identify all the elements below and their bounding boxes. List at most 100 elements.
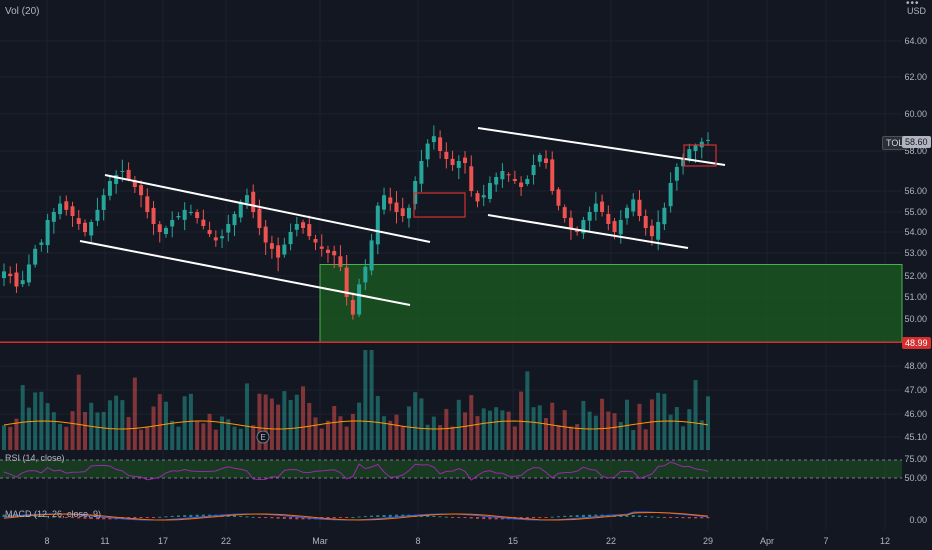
time-tick-label: 11 [100, 536, 109, 546]
volume-bar [170, 420, 175, 450]
volume-bar [58, 423, 63, 450]
currency-label: USD [907, 6, 927, 16]
candle-body [58, 203, 63, 215]
price-tick-label: 45.10 [904, 432, 927, 442]
time-tick-label: 7 [823, 536, 828, 546]
volume-bar [400, 426, 405, 450]
macd-bar [39, 515, 43, 517]
candle-body [444, 151, 449, 159]
signal-line [3, 512, 709, 521]
volume-bar [649, 399, 654, 450]
candle-body [438, 137, 443, 151]
price-tick-label: 58.00 [904, 146, 927, 156]
volume-bar [101, 411, 106, 450]
macd-bar [357, 516, 361, 518]
time-tick-label: 15 [508, 536, 518, 546]
macd-bar [482, 517, 486, 520]
macd-bar [351, 516, 355, 518]
macd-bar [469, 517, 473, 519]
candle-body [82, 222, 87, 232]
rsi-indicator-label[interactable]: RSI (14, close) [5, 453, 65, 463]
candle-body [64, 201, 69, 210]
candle-body [207, 229, 212, 235]
breakout-boxes [413, 144, 717, 218]
macd-bar [575, 515, 579, 517]
price-tick-label: 60.00 [904, 109, 927, 119]
volume-bar [456, 399, 461, 450]
candle-body [269, 243, 274, 249]
volume-bar [294, 394, 299, 450]
candle-body [126, 169, 131, 179]
candle-body [26, 264, 31, 283]
volume-bar [107, 400, 112, 450]
volume-bar [525, 371, 530, 450]
volume-bar [257, 393, 262, 450]
macd-bar [282, 517, 286, 519]
volume-bar [338, 416, 343, 450]
volume-bar [575, 424, 580, 450]
candle-body [120, 171, 125, 172]
trendline [477, 127, 726, 166]
macd-bar [289, 517, 293, 520]
volume-bar [82, 411, 87, 450]
macd-bar [637, 515, 641, 517]
candle-body [232, 214, 237, 226]
macd-bar [650, 516, 654, 518]
volume-ma-line [3, 420, 709, 430]
volume-bar [494, 407, 499, 450]
volume-bar [2, 425, 6, 450]
macd-bar [251, 516, 255, 518]
volume-bar [238, 428, 243, 450]
candle-body [263, 226, 268, 243]
candle-body [587, 212, 592, 221]
price-tick-label: 55.00 [904, 207, 927, 217]
candle-body [519, 182, 524, 187]
time-tick-label: 8 [415, 536, 420, 546]
last-price-tag: 58.60 [902, 136, 931, 148]
earnings-marker-circle [256, 430, 270, 444]
volume-indicator-label[interactable]: Vol (20) [5, 6, 40, 17]
macd-bar [581, 514, 585, 517]
volume-bar [182, 396, 187, 450]
trendline [487, 214, 689, 249]
macd-bar [332, 517, 336, 519]
macd-bar [239, 515, 243, 517]
candle-body [33, 248, 38, 265]
volume-bar [625, 399, 630, 450]
candle-body [95, 209, 100, 221]
macd-indicator-label[interactable]: MACD (12, 26, close, 9) [5, 509, 102, 519]
candle-body [400, 208, 405, 216]
candle-body [562, 207, 567, 218]
macd-bar [133, 517, 137, 519]
candle-body [581, 220, 586, 234]
candle-body [450, 158, 455, 165]
candle-body [637, 199, 642, 216]
candle-body [213, 237, 218, 241]
macd-bar [58, 517, 62, 518]
more-menu-icon[interactable]: ••• [906, 0, 920, 9]
candle-body [388, 197, 393, 204]
candle-body [687, 149, 692, 160]
macd-bar [33, 515, 37, 517]
trendline [79, 240, 411, 306]
candle-body [662, 207, 667, 225]
macd-bar [687, 517, 691, 519]
macd-bar [183, 515, 187, 517]
volume-bar [20, 385, 25, 450]
candle-body [313, 238, 318, 243]
macd-bar [89, 517, 93, 520]
macd-bar [656, 516, 660, 518]
candle-body [294, 224, 299, 230]
volume-bar [693, 380, 698, 450]
macd-bar [363, 516, 367, 518]
macd-bar [388, 514, 392, 517]
time-tick-label: 22 [221, 536, 231, 546]
volume-bar [363, 350, 368, 450]
volume-bar [425, 424, 430, 450]
candle-body [456, 161, 461, 168]
candle-body [89, 222, 94, 236]
candle-body [325, 249, 330, 253]
volume-bar [220, 416, 225, 450]
volume-bar [26, 407, 31, 450]
